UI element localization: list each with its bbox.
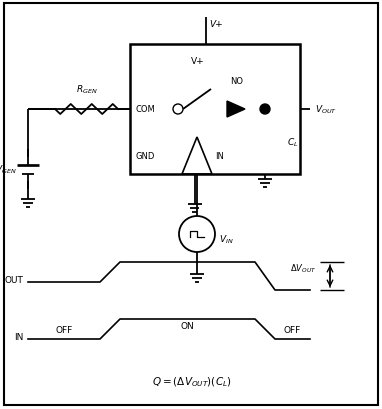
Text: V+: V+ <box>209 20 223 29</box>
Text: OFF: OFF <box>284 325 301 334</box>
Text: OUT: OUT <box>4 276 23 285</box>
Circle shape <box>260 105 270 115</box>
Text: GND: GND <box>135 152 154 161</box>
Text: COM: COM <box>135 105 155 114</box>
Text: $V_{OUT}$: $V_{OUT}$ <box>315 103 337 116</box>
Text: $Q = (\Delta V_{OUT})(C_L)$: $Q = (\Delta V_{OUT})(C_L)$ <box>152 374 232 388</box>
Text: NO: NO <box>230 77 243 86</box>
Text: $V_{GEN}$: $V_{GEN}$ <box>0 163 17 176</box>
Polygon shape <box>227 102 245 118</box>
Text: V+: V+ <box>191 57 204 66</box>
Text: ON: ON <box>181 321 194 330</box>
Text: $R_{GEN}$: $R_{GEN}$ <box>76 83 97 96</box>
Text: $\Delta V_{OUT}$: $\Delta V_{OUT}$ <box>290 262 316 274</box>
Bar <box>130 45 300 175</box>
Text: $V_{IN}$: $V_{IN}$ <box>219 233 234 246</box>
Text: OFF: OFF <box>55 325 73 334</box>
Text: IN: IN <box>14 333 23 342</box>
Text: $C_L$: $C_L$ <box>287 137 298 149</box>
Text: IN: IN <box>215 152 224 161</box>
